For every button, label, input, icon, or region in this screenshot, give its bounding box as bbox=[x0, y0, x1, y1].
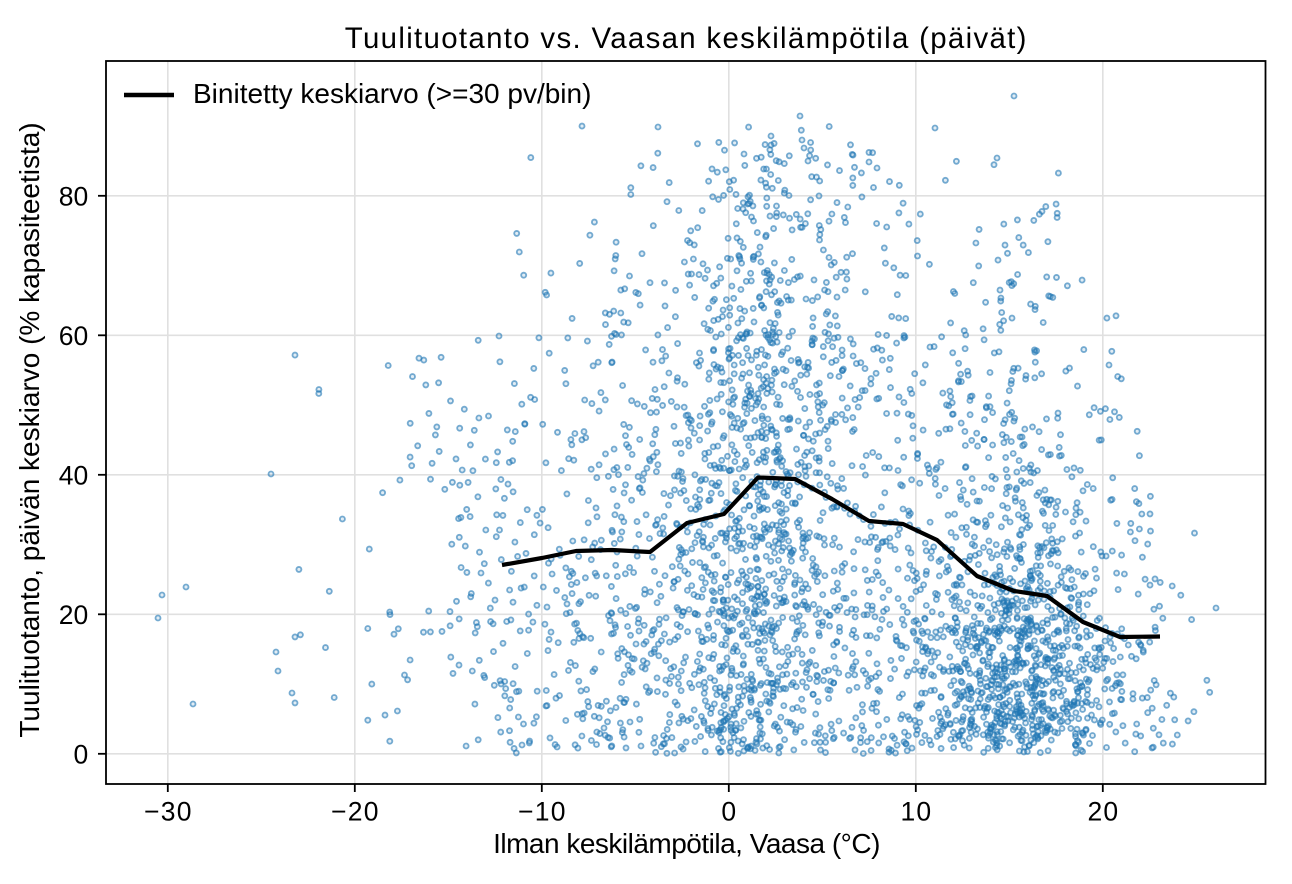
svg-text:Tuulituotanto vs. Vaasan keski: Tuulituotanto vs. Vaasan keskilämpötila … bbox=[345, 22, 1028, 55]
svg-text:Ilman keskilämpötila, Vaasa (°: Ilman keskilämpötila, Vaasa (°C) bbox=[493, 828, 880, 859]
svg-text:−10: −10 bbox=[518, 797, 567, 827]
svg-text:Binitetty keskiarvo (>=30 pv/b: Binitetty keskiarvo (>=30 pv/bin) bbox=[193, 78, 591, 109]
svg-text:0: 0 bbox=[73, 739, 88, 769]
svg-text:−30: −30 bbox=[144, 797, 193, 827]
svg-text:60: 60 bbox=[59, 321, 88, 351]
svg-text:Tuulituotanto, päivän keskiarv: Tuulituotanto, päivän keskiarvo (% kapas… bbox=[14, 122, 45, 737]
svg-text:80: 80 bbox=[59, 181, 88, 211]
svg-text:10: 10 bbox=[900, 797, 932, 827]
svg-text:−20: −20 bbox=[331, 797, 380, 827]
svg-text:20: 20 bbox=[59, 600, 88, 630]
svg-text:0: 0 bbox=[721, 797, 737, 827]
svg-text:20: 20 bbox=[1087, 797, 1119, 827]
svg-text:40: 40 bbox=[59, 460, 88, 490]
